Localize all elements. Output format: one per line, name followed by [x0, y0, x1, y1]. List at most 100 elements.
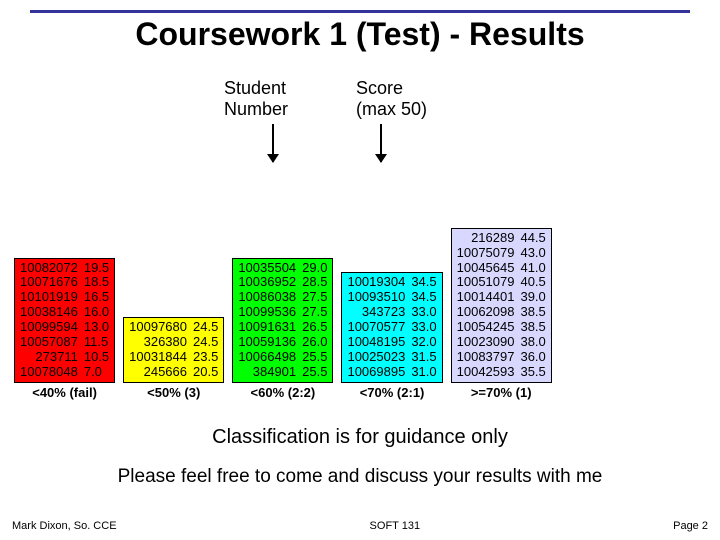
student-id: 10099536 [236, 305, 298, 320]
student-id: 10078048 [18, 365, 80, 380]
student-score: 24.5 [189, 320, 220, 335]
table-row: 1001930434.5 [345, 275, 438, 290]
table-row: 32638024.5 [127, 335, 220, 350]
student-id: 10035504 [236, 261, 298, 276]
student-score: 29.0 [298, 261, 329, 276]
student-id: 10036952 [236, 275, 298, 290]
student-id: 343723 [345, 305, 407, 320]
student-id: 10045645 [455, 261, 517, 276]
title-rule [30, 10, 690, 13]
table-row: 1006989531.0 [345, 365, 438, 380]
page-title: Coursework 1 (Test) - Results [30, 16, 690, 53]
footer-center: SOFT 131 [370, 520, 421, 532]
student-number-label: Student Number [224, 78, 324, 120]
student-score: 20.5 [189, 365, 220, 380]
student-id: 10062098 [455, 305, 517, 320]
student-id: 10019304 [345, 275, 407, 290]
group-label: <70% (2:1) [360, 385, 425, 400]
student-score: 26.0 [298, 335, 329, 350]
student-id: 10070577 [345, 320, 407, 335]
student-id: 10082072 [18, 261, 80, 276]
table-row: 1007057733.0 [345, 320, 438, 335]
student-id: 10101919 [18, 290, 80, 305]
guidance-text: Classification is for guidance only [0, 426, 720, 449]
arrow-score [380, 124, 382, 162]
group-label: >=70% (1) [471, 385, 532, 400]
score-label: Score (max 50) [356, 78, 476, 120]
student-score: 31.0 [407, 365, 438, 380]
footer-right: Page 2 [673, 520, 708, 532]
score-table: 21628944.51007507943.01004564541.0100510… [455, 231, 548, 380]
table-row: 1004259335.5 [455, 365, 548, 380]
table-row: 1005424538.5 [455, 320, 548, 335]
table-row: 1005107940.5 [455, 275, 548, 290]
student-id: 10099594 [18, 320, 80, 335]
student-score: 28.5 [298, 275, 329, 290]
student-score: 33.0 [407, 305, 438, 320]
student-score: 44.5 [516, 231, 547, 246]
student-id: 384901 [236, 365, 298, 380]
table-row: 21628944.5 [455, 231, 548, 246]
footer: Mark Dixon, So. CCE SOFT 131 Page 2 [12, 520, 708, 532]
student-id: 10093510 [345, 290, 407, 305]
table-row: 24566620.5 [127, 365, 220, 380]
student-score: 27.5 [298, 305, 329, 320]
table-row: 34372333.0 [345, 305, 438, 320]
score-table: 1001930434.51009351034.534372333.0100705… [345, 275, 438, 380]
table-row: 1006649825.5 [236, 350, 329, 365]
group-label: <40% (fail) [32, 385, 97, 400]
student-id: 10091631 [236, 320, 298, 335]
score-group: 1009768024.532638024.51003184423.5245666… [123, 317, 224, 383]
table-row: 1007507943.0 [455, 246, 548, 261]
student-score: 16.0 [80, 305, 111, 320]
student-score: 36.0 [516, 350, 547, 365]
student-score: 38.0 [516, 335, 547, 350]
student-score: 13.0 [80, 320, 111, 335]
student-id: 216289 [455, 231, 517, 246]
student-id: 10097680 [127, 320, 189, 335]
student-score: 19.5 [80, 261, 111, 276]
student-id: 10075079 [455, 246, 517, 261]
student-score: 25.5 [298, 350, 329, 365]
student-id: 10069895 [345, 365, 407, 380]
table-row: 1008207219.5 [18, 261, 111, 276]
group-wrap: 1001930434.51009351034.534372333.0100705… [341, 272, 442, 400]
student-score: 43.0 [516, 246, 547, 261]
table-row: 1007167618.5 [18, 275, 111, 290]
student-score: 34.5 [407, 290, 438, 305]
score-table: 1003550429.01003695228.51008603827.51009… [236, 261, 329, 381]
student-id: 10031844 [127, 350, 189, 365]
table-row: 1009953627.5 [236, 305, 329, 320]
student-score: 33.0 [407, 320, 438, 335]
table-row: 1003184423.5 [127, 350, 220, 365]
table-row: 27371110.5 [18, 350, 111, 365]
student-id: 10051079 [455, 275, 517, 290]
table-row: 38490125.5 [236, 365, 329, 380]
table-row: 1005708711.5 [18, 335, 111, 350]
table-row: 1009959413.0 [18, 320, 111, 335]
student-score: 38.5 [516, 320, 547, 335]
table-row: 1010191916.5 [18, 290, 111, 305]
student-id: 10071676 [18, 275, 80, 290]
student-id: 273711 [18, 350, 80, 365]
student-score: 39.0 [516, 290, 547, 305]
table-row: 1004564541.0 [455, 261, 548, 276]
table-row: 1009768024.5 [127, 320, 220, 335]
table-row: 1009163126.5 [236, 320, 329, 335]
table-row: 1002502331.5 [345, 350, 438, 365]
score-group: 1003550429.01003695228.51008603827.51009… [232, 258, 333, 384]
table-row: 1005913626.0 [236, 335, 329, 350]
group-label: <50% (3) [147, 385, 200, 400]
student-score: 34.5 [407, 275, 438, 290]
discuss-text: Please feel free to come and discuss you… [0, 466, 720, 488]
student-id: 10059136 [236, 335, 298, 350]
table-row: 1003550429.0 [236, 261, 329, 276]
student-id: 10054245 [455, 320, 517, 335]
student-score: 27.5 [298, 290, 329, 305]
score-table: 1008207219.51007167618.51010191916.51003… [18, 261, 111, 381]
group-wrap: 1008207219.51007167618.51010191916.51003… [14, 258, 115, 401]
table-row: 1003814616.0 [18, 305, 111, 320]
student-score: 25.5 [298, 365, 329, 380]
arrow-student [272, 124, 274, 162]
student-id: 10023090 [455, 335, 517, 350]
